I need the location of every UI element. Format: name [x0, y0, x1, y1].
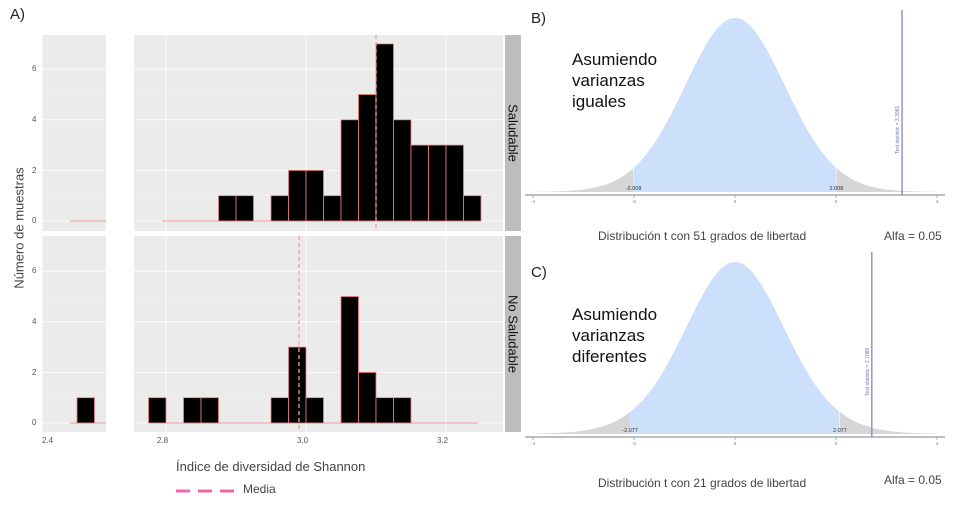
histogram-bar — [358, 94, 377, 222]
histogram-bar — [305, 397, 324, 424]
x-tick-label: 4 — [936, 441, 939, 446]
facet-label-no-saludable: No Saludable — [505, 294, 521, 374]
histogram-bar — [393, 119, 412, 222]
annotation-line: Asumiendo — [572, 305, 658, 324]
histogram-bar — [270, 195, 289, 222]
histogram-bar — [375, 397, 394, 424]
y-tick: 4 — [32, 115, 37, 124]
histogram-bar — [235, 195, 254, 222]
rejection-region-left — [533, 412, 631, 434]
histogram-bar — [183, 397, 202, 424]
facet-panel — [42, 35, 106, 231]
x-tick: 2.8 — [157, 436, 169, 445]
alpha-b: Alfa = 0.05 — [884, 229, 942, 243]
y-tick: 2 — [32, 166, 37, 175]
annotation-c: Asumiendo varianzas diferentes — [572, 304, 657, 367]
histogram-bar — [410, 144, 429, 222]
annotation-line: Asumiendo — [572, 50, 658, 69]
legend-dash — [176, 489, 234, 493]
histogram-bar — [358, 371, 377, 424]
histogram-bar — [218, 195, 237, 222]
panel-b-letter: B) — [531, 10, 546, 27]
legend-label: Media — [243, 482, 276, 496]
acceptance-region — [630, 262, 840, 434]
histogram-bar — [428, 144, 447, 222]
x-tick-label: 0 — [734, 199, 737, 204]
x-tick-label: -4 — [531, 199, 535, 204]
test-statistic-label: Test statistic = 3.3081 — [895, 106, 901, 154]
histogram-bar — [323, 195, 342, 222]
histogram-bar — [445, 144, 464, 222]
x-tick: 2.4 — [42, 436, 54, 445]
y-tick: 2 — [32, 368, 37, 377]
y-tick: 6 — [32, 266, 37, 275]
histogram-bar — [375, 43, 394, 222]
y-tick: 0 — [32, 216, 37, 225]
y-tick: 4 — [32, 317, 37, 326]
facet-strip-saludable: Saludable — [505, 35, 521, 231]
x-tick: 3.0 — [297, 436, 309, 445]
t-distribution-df21: -4 -2 0 2 4 -2.077 2.077 Test statistic = 2.708… — [525, 252, 945, 446]
histogram-bar — [288, 169, 307, 222]
x-tick: 3.2 — [437, 436, 449, 445]
x-tick-label: -2 — [632, 199, 636, 204]
y-tick: 0 — [32, 418, 37, 427]
histogram-bar — [76, 397, 95, 424]
caption-b: Distribución t con 51 grados de libertad — [598, 229, 807, 243]
histogram-bar — [393, 397, 412, 424]
panel-a-letter: A) — [10, 6, 25, 23]
annotation-line: varianzas — [572, 326, 645, 345]
annotation-line: iguales — [572, 92, 626, 111]
critical-value-right: 2.077 — [833, 428, 847, 434]
histogram-bar — [463, 195, 482, 222]
critical-value-left: -2.077 — [622, 428, 638, 434]
histogram-bar — [305, 169, 324, 222]
y-tick: 6 — [32, 64, 37, 73]
test-statistic-label: Test statistic = 2.7089 — [865, 348, 871, 396]
rejection-region-right — [836, 167, 937, 192]
annotation-line: varianzas — [572, 71, 645, 90]
histogram-bar — [288, 346, 307, 424]
rejection-region-left — [533, 168, 634, 192]
x-tick-label: -2 — [632, 441, 636, 446]
histogram-panels — [41, 35, 503, 432]
x-tick-label: 4 — [936, 199, 939, 204]
histogram-bar — [200, 397, 219, 424]
rejection-region-right — [839, 411, 937, 434]
panel-c-letter: C) — [531, 264, 547, 281]
x-tick-label: 0 — [734, 441, 737, 446]
annotation-line: diferentes — [572, 347, 647, 366]
x-tick-label: 2 — [835, 199, 838, 204]
x-tick-label: 2 — [835, 441, 838, 446]
histogram-bar — [270, 397, 289, 424]
alpha-c: Alfa = 0.05 — [884, 473, 942, 487]
t-distribution-df51: -4 -2 0 2 4 -2.008 2.008 Test statistic = 3.308… — [525, 10, 945, 204]
histogram-bar — [148, 397, 167, 424]
histogram-bar — [340, 119, 359, 222]
x-axis-title: Índice de diversidad de Shannon — [176, 459, 366, 474]
acceptance-region — [633, 18, 837, 193]
x-tick-label: -4 — [531, 441, 535, 446]
annotation-b: Asumiendo varianzas iguales — [572, 49, 657, 112]
facet-label-saludable: Saludable — [505, 104, 521, 162]
histogram-bar — [340, 296, 359, 424]
critical-value-left: -2.008 — [626, 186, 642, 192]
facet-strip-no-saludable: No Saludable — [505, 236, 521, 432]
critical-value-right: 2.008 — [830, 186, 844, 192]
caption-c: Distribución t con 21 grados de libertad — [598, 476, 807, 490]
facet-panel — [42, 236, 106, 432]
